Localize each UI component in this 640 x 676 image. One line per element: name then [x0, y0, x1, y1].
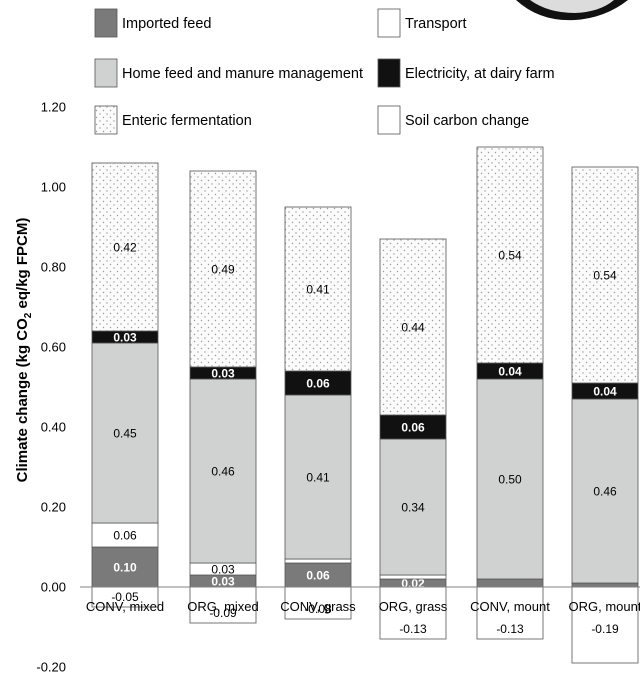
bar-segment-negative: [571, 586, 639, 664]
data-label: 0.41: [306, 471, 330, 485]
data-label: 0.06: [401, 421, 425, 435]
legend-item: Home feed and manure management: [94, 58, 363, 88]
bar-stack: 0.50 0.04 0.54 -0.13: [476, 146, 544, 640]
y-tick-label: 0.20: [41, 500, 66, 515]
legend-item: Transport: [377, 8, 467, 38]
bar-stack: 0.030.030.460.030.49-0.09: [189, 170, 257, 624]
data-label: 0.34: [401, 501, 425, 515]
y-axis-label: Climate change (kg CO2 eq/kg FPCM): [14, 218, 34, 483]
bar-segment-negative: [284, 586, 352, 620]
bar-segment: [379, 438, 447, 576]
bar-segment: [284, 558, 352, 564]
legend-label: Home feed and manure management: [122, 66, 363, 82]
legend-swatch: [94, 105, 118, 135]
data-label: 0.42: [113, 241, 137, 255]
legend-item: Soil carbon change: [377, 105, 529, 135]
data-label: 0.49: [211, 263, 235, 277]
bar-segment: [379, 238, 447, 416]
y-tick-label: 0.00: [41, 580, 66, 595]
y-tick-label: 0.40: [41, 420, 66, 435]
data-label: 0.04: [498, 365, 522, 379]
data-label: 0.06: [306, 377, 330, 391]
data-label: -0.19: [591, 622, 619, 636]
legend-swatch: [377, 105, 401, 135]
data-label: 0.50: [498, 473, 522, 487]
data-label: -0.09: [209, 606, 237, 620]
bar-segment: [189, 170, 257, 368]
bar-segment: [571, 582, 639, 588]
bar-segment: [379, 574, 447, 580]
legend-swatch: [377, 8, 401, 38]
legend-swatch: [94, 58, 118, 88]
legend-label: Transport: [405, 16, 467, 32]
legend: Imported feed Transport Home feed and manu…: [94, 8, 555, 135]
data-label: 0.06: [306, 569, 330, 583]
legend-label: Imported feed: [122, 16, 211, 32]
data-label: 0.54: [593, 269, 617, 283]
x-tick-label: ORG, grass: [379, 599, 448, 614]
y-tick-label: 1.20: [41, 100, 66, 115]
legend-item: Enteric fermentation: [94, 105, 252, 135]
y-tick-label: -0.20: [36, 660, 66, 675]
bar-segment-negative: [379, 586, 447, 640]
y-axis: -0.20 0.00 0.20 0.40 0.60 0.80 1.00 1.20: [36, 100, 66, 675]
bar-segment-negative: [189, 586, 257, 624]
bar-stack: 0.46 0.04 0.54 -0.19: [571, 166, 639, 664]
y-tick-label: 1.00: [41, 180, 66, 195]
data-label: 0.54: [498, 249, 522, 263]
data-label: 0.46: [211, 465, 235, 479]
data-label: 0.03: [211, 563, 235, 577]
data-label: 0.41: [306, 283, 330, 297]
legend-swatch: [94, 8, 118, 38]
data-label: 0.03: [113, 331, 137, 345]
legend-label: Enteric fermentation: [122, 113, 252, 129]
bar-stack: 0.10 0.06 0.45 0.03 0.42 -0.05: [91, 162, 159, 608]
legend-label: Electricity, at dairy farm: [405, 66, 555, 82]
corner-graphic: [516, 0, 628, 21]
bar-stack: 0.020.340.060.44-0.13: [379, 238, 447, 640]
bar-segment: [189, 378, 257, 564]
data-label: 0.46: [593, 485, 617, 499]
x-tick-label: ORG, mount: [569, 599, 640, 614]
bar-segment: [476, 578, 544, 588]
x-tick-label: CONV, mount: [470, 599, 550, 614]
bar-stack: 0.06 0.41 0.06 0.41 -0.08: [284, 206, 352, 620]
legend-item: Imported feed: [94, 8, 211, 38]
bar-segment: [91, 522, 159, 548]
bar-segment: [284, 562, 352, 588]
x-tick-label: ORG, mixed: [187, 599, 259, 614]
data-label: 0.06: [113, 529, 137, 543]
data-label: -0.08: [304, 602, 332, 616]
x-axis: CONV, mixed ORG, mixed CONV, grass ORG, gra…: [80, 586, 640, 614]
bar-segment: [284, 370, 352, 396]
legend-swatch: [377, 58, 401, 88]
legend-item: Electricity, at dairy farm: [377, 58, 555, 88]
data-label: 0.03: [211, 575, 235, 589]
bar-segment: [571, 166, 639, 384]
bar-segment-negative: [476, 586, 544, 640]
legend-label: Soil carbon change: [405, 113, 529, 129]
bars: 0.100.060.450.030.42-0.050.030.030.460.0…: [91, 146, 639, 664]
bar-segment: [476, 146, 544, 364]
bar-segment: [571, 398, 639, 584]
data-label: -0.13: [399, 622, 427, 636]
data-label: 0.04: [593, 385, 617, 399]
bar-segment: [284, 206, 352, 372]
y-tick-label: 0.80: [41, 260, 66, 275]
data-label: 0.10: [113, 561, 137, 575]
bar-segment: [476, 378, 544, 580]
data-label: 0.45: [113, 427, 137, 441]
x-tick-label: CONV, mixed: [86, 599, 164, 614]
bar-segment: [91, 546, 159, 588]
data-label: 0.03: [211, 367, 235, 381]
data-label: 0.44: [401, 321, 425, 335]
data-label: -0.05: [111, 590, 139, 604]
data-label: -0.13: [496, 622, 524, 636]
bar-segment: [91, 162, 159, 332]
x-tick-label: CONV, grass: [280, 599, 356, 614]
y-tick-label: 0.60: [41, 340, 66, 355]
bar-segment: [284, 394, 352, 560]
